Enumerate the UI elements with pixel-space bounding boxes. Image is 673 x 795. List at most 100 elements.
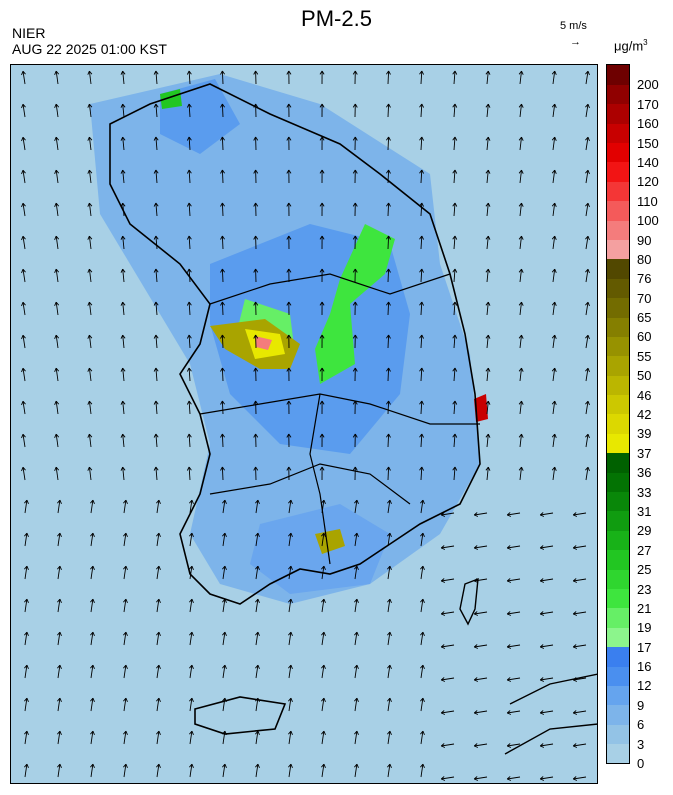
wind-vector bbox=[321, 698, 325, 712]
wind-vector bbox=[486, 71, 489, 85]
wind-vector-head bbox=[551, 334, 557, 339]
wind-vector-head bbox=[387, 763, 392, 768]
wind-vector bbox=[155, 136, 158, 151]
wind-vector bbox=[188, 301, 191, 316]
wind-vector bbox=[354, 731, 358, 745]
wind-vector bbox=[155, 70, 158, 85]
wind-vector bbox=[453, 103, 456, 118]
wind-vector bbox=[453, 433, 456, 448]
wind-vector-head bbox=[419, 202, 425, 207]
colorbar-segment bbox=[607, 355, 629, 376]
wind-vector bbox=[55, 203, 59, 217]
province-border-4 bbox=[309, 393, 331, 565]
wind-vector bbox=[221, 202, 224, 217]
wind-vector-head bbox=[572, 545, 578, 550]
wind-vector-head bbox=[222, 763, 227, 768]
wind-vector-head bbox=[54, 433, 60, 438]
wind-vector-head bbox=[518, 103, 524, 108]
wind-vector bbox=[88, 137, 92, 151]
wind-vector bbox=[22, 302, 26, 316]
wind-vector bbox=[420, 202, 423, 217]
wind-vector-head bbox=[54, 136, 60, 141]
wind-vector bbox=[188, 136, 191, 151]
wind-vector-head bbox=[253, 433, 259, 438]
wind-vector bbox=[90, 533, 94, 547]
wind-vector bbox=[387, 169, 390, 184]
wind-vector-head bbox=[156, 499, 161, 504]
wind-vector bbox=[24, 533, 28, 547]
wind-vector bbox=[222, 731, 226, 745]
wind-vector-head bbox=[506, 512, 512, 517]
wind-vector-head bbox=[24, 565, 29, 570]
wind-vector bbox=[221, 268, 224, 283]
colorbar-tick-label: 36 bbox=[637, 465, 652, 481]
province-border-2 bbox=[199, 393, 480, 425]
colorbar-segment bbox=[607, 607, 629, 628]
wind-vector-head bbox=[473, 512, 479, 517]
wind-vector bbox=[486, 170, 489, 184]
wind-vector bbox=[22, 467, 26, 481]
wind-vector-head bbox=[419, 268, 425, 273]
wind-vector-head bbox=[288, 499, 293, 504]
wind-vector-head bbox=[255, 532, 260, 537]
wind-vector bbox=[188, 367, 191, 382]
wind-vector-head bbox=[452, 70, 458, 75]
wind-vector bbox=[486, 137, 489, 151]
colorbar-segment bbox=[607, 685, 629, 706]
wind-vector bbox=[540, 644, 554, 648]
wind-vector-head bbox=[189, 532, 194, 537]
wind-vector bbox=[453, 202, 456, 217]
wind-vector-head bbox=[572, 677, 578, 682]
wind-vector bbox=[420, 268, 423, 283]
region-hotspot-east bbox=[474, 394, 488, 422]
wind-vector-head bbox=[387, 598, 392, 603]
wind-vector-head bbox=[352, 466, 358, 471]
wind-vector-head bbox=[319, 334, 325, 339]
wind-scale-arrow-icon: → bbox=[570, 36, 581, 48]
wind-vector-head bbox=[286, 235, 292, 240]
wind-vector-head bbox=[186, 334, 192, 339]
wind-vector-head bbox=[419, 103, 425, 108]
colorbar-tick-label: 21 bbox=[637, 600, 652, 616]
wind-vector-head bbox=[90, 697, 95, 702]
wind-vector-head bbox=[253, 466, 259, 471]
wind-vector bbox=[507, 776, 521, 780]
wind-vector-head bbox=[87, 334, 93, 339]
wind-vector bbox=[255, 665, 259, 679]
wind-vector bbox=[387, 466, 390, 481]
wind-vector-head bbox=[354, 763, 359, 768]
wind-vector-head bbox=[386, 433, 391, 438]
wind-vector bbox=[519, 236, 522, 250]
wind-vector-head bbox=[90, 763, 95, 768]
wind-vector-head bbox=[551, 169, 557, 174]
wind-vector bbox=[24, 566, 28, 580]
colorbar-segment bbox=[607, 452, 629, 473]
wind-vector-head bbox=[153, 301, 159, 306]
wind-vector-head bbox=[551, 70, 557, 75]
wind-vector-head bbox=[319, 70, 325, 75]
wind-vector bbox=[156, 731, 160, 745]
wind-vector-head bbox=[54, 70, 60, 75]
wind-vector-head bbox=[156, 631, 161, 636]
wind-vector bbox=[519, 170, 522, 184]
wind-vector bbox=[22, 401, 26, 415]
wind-vector bbox=[387, 334, 390, 349]
wind-vector-head bbox=[288, 763, 293, 768]
wind-vector bbox=[189, 698, 193, 712]
wind-vector bbox=[453, 136, 456, 151]
colorbar-segment bbox=[607, 317, 629, 337]
wind-vector-head bbox=[220, 400, 225, 405]
colorbar-segment bbox=[607, 239, 629, 260]
wind-vector bbox=[354, 632, 358, 646]
wind-vector bbox=[156, 500, 160, 514]
wind-vector bbox=[453, 301, 456, 316]
wind-vectors bbox=[21, 70, 590, 781]
wind-vector bbox=[288, 698, 292, 712]
wind-vector bbox=[474, 710, 488, 714]
colorbar-tick-label: 3 bbox=[637, 736, 645, 752]
wind-vector bbox=[519, 203, 522, 217]
wind-vector-head bbox=[518, 301, 524, 306]
wind-vector-head bbox=[120, 70, 126, 75]
wind-vector-head bbox=[57, 565, 62, 570]
timestamp-label: AUG 22 2025 01:00 KST bbox=[12, 41, 167, 57]
